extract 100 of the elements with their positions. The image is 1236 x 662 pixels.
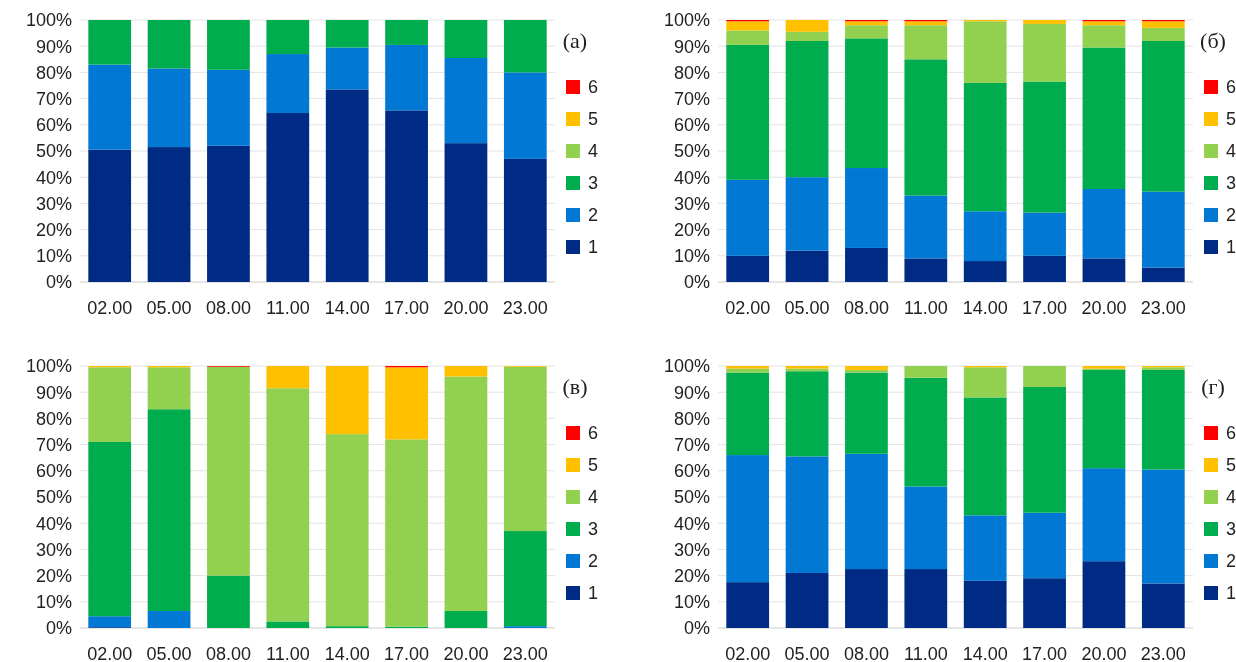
y-tick-label: 40% bbox=[35, 167, 72, 188]
legend-label: 4 bbox=[1226, 141, 1236, 161]
legend-label: 6 bbox=[1226, 77, 1236, 97]
x-tick-label: 02.00 bbox=[87, 298, 133, 318]
y-tick-label: 90% bbox=[35, 36, 72, 57]
y-tick-label: 20% bbox=[35, 219, 72, 240]
legend-label: 2 bbox=[1226, 551, 1236, 571]
x-tick-label: 11.00 bbox=[903, 298, 948, 318]
y-tick-label: 40% bbox=[673, 513, 710, 534]
x-tick-label: 05.00 bbox=[146, 644, 192, 662]
y-tick-label: 0% bbox=[45, 618, 72, 639]
x-tick-label: 11.00 bbox=[903, 644, 948, 662]
legend-label: 2 bbox=[588, 205, 599, 225]
x-tick-label: 02.00 bbox=[725, 298, 771, 318]
legend-label: 2 bbox=[1226, 205, 1236, 225]
x-tick-label: 23.00 bbox=[502, 298, 548, 318]
y-tick-label: 30% bbox=[673, 193, 710, 214]
x-tick-label: 11.00 bbox=[265, 298, 310, 318]
legend-label: 4 bbox=[588, 141, 599, 161]
chart-title: (б) bbox=[1200, 28, 1226, 53]
legend-label: 5 bbox=[588, 455, 599, 475]
legend-label: 6 bbox=[588, 423, 599, 443]
x-tick-label: 20.00 bbox=[1081, 644, 1127, 662]
x-tick-label: 08.00 bbox=[205, 644, 251, 662]
legend-label: 3 bbox=[588, 519, 599, 539]
legend-label: 3 bbox=[1226, 519, 1236, 539]
y-tick-label: 100% bbox=[663, 10, 710, 31]
x-tick-label: 17.00 bbox=[1022, 644, 1068, 662]
y-tick-label: 10% bbox=[35, 592, 72, 613]
y-tick-label: 100% bbox=[663, 356, 710, 377]
y-tick-label: 30% bbox=[673, 539, 710, 560]
y-tick-label: 70% bbox=[35, 88, 72, 109]
y-tick-label: 50% bbox=[35, 487, 72, 508]
y-tick-label: 90% bbox=[35, 382, 72, 403]
x-tick-label: 02.00 bbox=[725, 644, 771, 662]
x-tick-label: 05.00 bbox=[784, 644, 830, 662]
y-tick-label: 60% bbox=[673, 115, 710, 136]
y-tick-label: 30% bbox=[35, 193, 72, 214]
legend-label: 6 bbox=[1226, 423, 1236, 443]
x-tick-label: 17.00 bbox=[1022, 298, 1068, 318]
y-tick-label: 80% bbox=[673, 408, 710, 429]
y-tick-label: 20% bbox=[673, 219, 710, 240]
chart-title: (в) bbox=[562, 374, 588, 399]
legend-label: 1 bbox=[588, 583, 599, 603]
x-tick-label: 17.00 bbox=[384, 298, 430, 318]
x-tick-label: 05.00 bbox=[784, 298, 830, 318]
legend-label: 2 bbox=[588, 551, 599, 571]
chart-title: (г) bbox=[1201, 374, 1225, 399]
y-tick-label: 0% bbox=[683, 272, 710, 293]
chart-title: (а) bbox=[562, 28, 588, 53]
legend-label: 5 bbox=[1226, 109, 1236, 129]
legend-label: 1 bbox=[1226, 583, 1236, 603]
y-tick-label: 80% bbox=[35, 408, 72, 429]
x-tick-label: 20.00 bbox=[443, 644, 489, 662]
y-tick-label: 100% bbox=[25, 10, 72, 31]
legend-label: 1 bbox=[588, 237, 599, 257]
legend-label: 3 bbox=[1226, 173, 1236, 193]
y-tick-label: 30% bbox=[35, 539, 72, 560]
x-tick-label: 23.00 bbox=[1140, 644, 1186, 662]
x-tick-label: 14.00 bbox=[324, 644, 370, 662]
y-tick-label: 100% bbox=[25, 356, 72, 377]
legend-label: 5 bbox=[588, 109, 599, 129]
y-tick-label: 70% bbox=[673, 88, 710, 109]
y-tick-label: 10% bbox=[673, 592, 710, 613]
y-tick-label: 40% bbox=[35, 513, 72, 534]
y-tick-label: 40% bbox=[673, 167, 710, 188]
x-tick-label: 20.00 bbox=[443, 298, 489, 318]
x-tick-label: 23.00 bbox=[502, 644, 548, 662]
y-tick-label: 20% bbox=[673, 565, 710, 586]
y-tick-label: 0% bbox=[45, 272, 72, 293]
x-tick-label: 02.00 bbox=[87, 644, 133, 662]
legend-label: 6 bbox=[588, 77, 599, 97]
x-tick-label: 08.00 bbox=[843, 644, 889, 662]
y-tick-label: 80% bbox=[35, 62, 72, 83]
x-tick-label: 17.00 bbox=[384, 644, 430, 662]
y-tick-label: 70% bbox=[673, 434, 710, 455]
x-tick-label: 08.00 bbox=[205, 298, 251, 318]
y-tick-label: 10% bbox=[35, 246, 72, 267]
x-tick-label: 08.00 bbox=[843, 298, 889, 318]
y-tick-label: 60% bbox=[35, 461, 72, 482]
legend-label: 3 bbox=[588, 173, 599, 193]
y-tick-label: 50% bbox=[673, 487, 710, 508]
y-tick-label: 0% bbox=[683, 618, 710, 639]
y-tick-label: 90% bbox=[673, 382, 710, 403]
y-tick-label: 70% bbox=[35, 434, 72, 455]
legend-label: 4 bbox=[1226, 487, 1236, 507]
y-tick-label: 60% bbox=[673, 461, 710, 482]
y-tick-label: 50% bbox=[673, 141, 710, 162]
x-tick-label: 11.00 bbox=[265, 644, 310, 662]
x-tick-label: 14.00 bbox=[324, 298, 370, 318]
legend-label: 1 bbox=[1226, 237, 1236, 257]
x-tick-label: 14.00 bbox=[962, 298, 1008, 318]
y-tick-label: 20% bbox=[35, 565, 72, 586]
x-tick-label: 23.00 bbox=[1140, 298, 1186, 318]
x-tick-label: 14.00 bbox=[962, 644, 1008, 662]
y-tick-label: 10% bbox=[673, 246, 710, 267]
x-tick-label: 05.00 bbox=[146, 298, 192, 318]
legend-label: 5 bbox=[1226, 455, 1236, 475]
x-tick-label: 20.00 bbox=[1081, 298, 1127, 318]
y-tick-label: 60% bbox=[35, 115, 72, 136]
